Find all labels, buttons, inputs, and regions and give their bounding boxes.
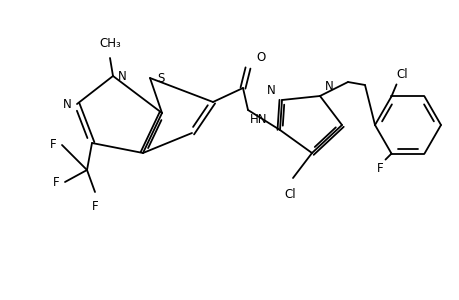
Text: N: N	[325, 80, 333, 93]
Text: N: N	[118, 70, 127, 83]
Text: Cl: Cl	[396, 68, 407, 81]
Text: N: N	[63, 98, 72, 110]
Text: S: S	[157, 71, 164, 85]
Text: F: F	[376, 162, 383, 175]
Text: O: O	[256, 51, 265, 64]
Text: Cl: Cl	[284, 188, 295, 201]
Text: HN: HN	[249, 113, 267, 126]
Text: F: F	[50, 139, 57, 152]
Text: N: N	[267, 84, 275, 97]
Text: F: F	[53, 176, 60, 188]
Text: CH₃: CH₃	[99, 37, 121, 50]
Text: F: F	[91, 200, 98, 213]
